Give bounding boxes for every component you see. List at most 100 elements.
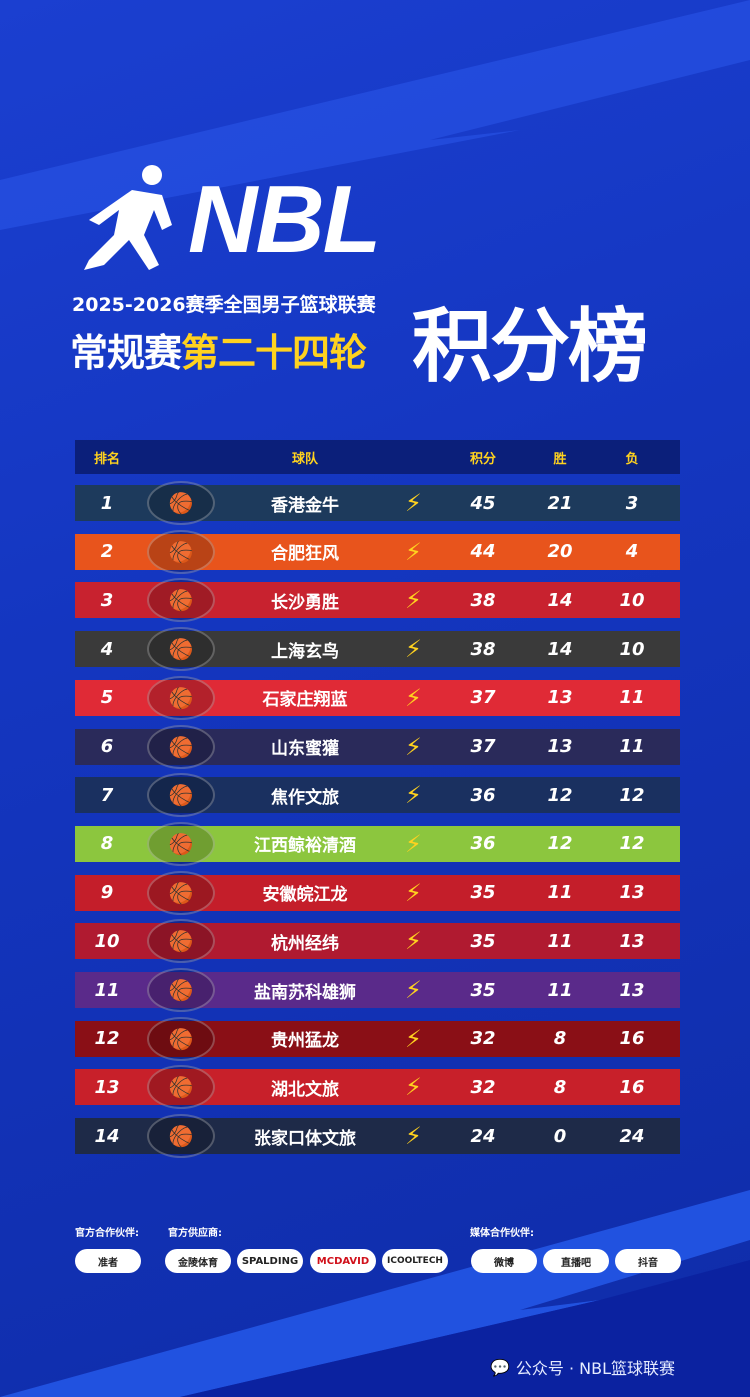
lightning-icon: ⚡ <box>405 976 422 1004</box>
lightning-icon: ⚡ <box>405 732 422 761</box>
table-row: 1 🏀 香港金牛 ⚡ 45 21 3 <box>75 481 680 525</box>
team-logo-icon: 🏀 <box>147 675 215 720</box>
media-logo-weibo: 微博 <box>471 1249 537 1273</box>
points: 38 <box>470 638 496 660</box>
wins: 13 <box>547 687 573 709</box>
team-name: 焦作文旅 <box>271 787 339 808</box>
team-logo-icon: 🏀 <box>147 773 215 818</box>
team-logo-icon: 🏀 <box>147 1065 215 1110</box>
rank: 12 <box>94 1028 120 1050</box>
table-row: 13 🏀 湖北文旅 ⚡ 32 8 16 <box>75 1065 680 1110</box>
team-name: 上海玄鸟 <box>271 641 339 662</box>
round-title: 常规赛第二十四轮 <box>70 331 367 375</box>
points: 35 <box>470 882 496 904</box>
points: 44 <box>470 541 496 563</box>
nbl-logo: NBL <box>72 160 381 280</box>
points: 38 <box>470 589 496 611</box>
lightning-icon: ⚡ <box>405 927 422 956</box>
team-logo-icon: 🏀 <box>147 529 215 574</box>
losses: 10 <box>619 638 645 660</box>
rank: 13 <box>94 1076 120 1098</box>
points: 37 <box>470 687 496 709</box>
team-name: 香港金牛 <box>271 495 339 516</box>
team-name: 合肥狂风 <box>271 544 339 565</box>
table-row: 4 🏀 上海玄鸟 ⚡ 38 14 10 <box>75 627 680 672</box>
points: 36 <box>470 784 496 806</box>
losses: 3 <box>625 492 639 514</box>
table-row: 11 🏀 盐南苏科雄狮 ⚡ 35 11 13 <box>75 968 680 1012</box>
rank: 3 <box>100 589 114 611</box>
losses: 12 <box>619 784 645 806</box>
season-title: 2025-2026赛季全国男子篮球联赛 <box>72 294 376 316</box>
lightning-icon: ⚡ <box>405 635 422 664</box>
partner-logo-zhunzhe: 准者 <box>75 1249 141 1273</box>
losses: 11 <box>619 687 645 709</box>
lightning-icon: ⚡ <box>405 1073 422 1102</box>
team-logo-icon: 🏀 <box>147 1114 215 1159</box>
player-silhouette-icon <box>84 165 172 270</box>
table-row: 3 🏀 长沙勇胜 ⚡ 38 14 10 <box>75 578 680 623</box>
team-name: 杭州经纬 <box>271 933 339 954</box>
lightning-icon: ⚡ <box>405 489 422 517</box>
losses: 16 <box>619 1076 645 1098</box>
losses: 24 <box>619 1125 645 1147</box>
media-logo-douyin: 抖音 <box>615 1249 681 1273</box>
supplier-logo-icooltech: ICOOLTECH <box>382 1249 448 1273</box>
table-row: 6 🏀 山东蜜獾 ⚡ 37 13 11 <box>75 724 680 769</box>
losses: 10 <box>619 589 645 611</box>
wins: 14 <box>547 638 573 660</box>
wins: 14 <box>547 589 573 611</box>
points: 35 <box>470 930 496 952</box>
losses: 13 <box>619 979 645 1001</box>
rank: 2 <box>100 541 114 563</box>
lightning-icon: ⚡ <box>405 1024 422 1053</box>
losses: 13 <box>619 882 645 904</box>
wins: 11 <box>547 979 573 1001</box>
lightning-icon: ⚡ <box>405 683 422 712</box>
table-row: 9 🏀 安徽皖江龙 ⚡ 35 11 13 <box>75 870 680 915</box>
team-logo-icon: 🏀 <box>147 1016 215 1061</box>
table-row: 14 🏀 张家口体文旅 ⚡ 24 0 24 <box>75 1114 680 1159</box>
losses: 16 <box>619 1028 645 1050</box>
wins: 20 <box>547 541 573 563</box>
team-name: 湖北文旅 <box>271 1079 339 1100</box>
official-partner-label: 官方合作伙伴: <box>75 1228 139 1239</box>
lightning-icon: ⚡ <box>405 537 422 566</box>
wins: 8 <box>553 1076 567 1098</box>
losses: 12 <box>619 833 645 855</box>
table-row: 7 🏀 焦作文旅 ⚡ 36 12 12 <box>75 773 680 818</box>
supplier-logo-spalding: SPALDING <box>237 1249 303 1273</box>
team-name: 安徽皖江龙 <box>262 885 348 906</box>
team-logo-icon: 🏀 <box>147 870 215 915</box>
wins: 11 <box>547 882 573 904</box>
media-partner-label: 媒体合作伙伴: <box>470 1228 534 1239</box>
team-name: 石家庄翔蓝 <box>262 690 348 711</box>
rank: 10 <box>94 930 120 952</box>
points: 32 <box>470 1076 496 1098</box>
team-name: 贵州猛龙 <box>271 1031 339 1052</box>
team-name: 江西鲸裕清酒 <box>254 836 356 857</box>
supplier-logo-jinling: 金陵体育 <box>165 1249 231 1273</box>
rank: 14 <box>94 1125 120 1147</box>
rank: 11 <box>94 979 120 1001</box>
team-logo-icon: 🏀 <box>147 821 215 866</box>
table-row: 8 🏀 江西鲸裕清酒 ⚡ 36 12 12 <box>75 821 680 866</box>
table-row: 12 🏀 贵州猛龙 ⚡ 32 8 16 <box>75 1016 680 1061</box>
table-row: 10 🏀 杭州经纬 ⚡ 35 11 13 <box>75 919 680 964</box>
team-name: 盐南苏科雄狮 <box>254 982 356 1003</box>
team-name: 山东蜜獾 <box>271 739 339 759</box>
footer-watermark: 💬 公众号 · NBL篮球联赛 <box>490 1357 676 1379</box>
wins: 12 <box>547 784 573 806</box>
rank: 5 <box>100 687 114 709</box>
losses: 13 <box>619 930 645 952</box>
supplier-logo-mcdavid: MCDAVID <box>310 1249 376 1273</box>
points: 35 <box>470 979 496 1001</box>
team-logo-icon: 🏀 <box>147 724 215 769</box>
page-title: 积分榜 <box>412 300 648 393</box>
wins: 8 <box>553 1028 567 1050</box>
table-row: 2 🏀 合肥狂风 ⚡ 44 20 4 <box>75 529 680 574</box>
rank: 9 <box>100 882 114 904</box>
wins: 11 <box>547 930 573 952</box>
points: 37 <box>470 736 496 757</box>
